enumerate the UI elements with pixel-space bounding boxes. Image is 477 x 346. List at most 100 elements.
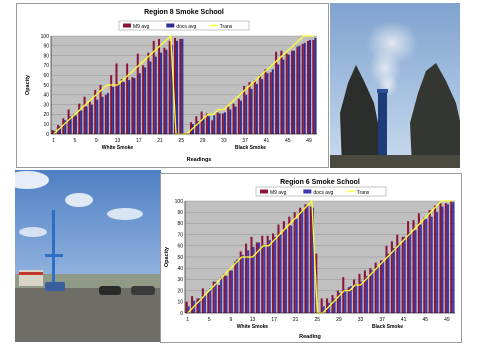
y-tick-label: 80 [177, 221, 183, 227]
bar-docs-avg [122, 82, 125, 134]
bar-m9-avg [259, 75, 262, 134]
bar-m9-avg [288, 216, 291, 313]
bar-docs-avg [392, 248, 395, 313]
bar-m9-avg [248, 82, 251, 134]
bar-docs-avg [425, 218, 428, 313]
bar-m9-avg [168, 40, 171, 134]
bar-docs-avg [203, 295, 206, 313]
bar-docs-avg [387, 253, 390, 313]
bar-m9-avg [179, 38, 182, 134]
bar-docs-avg [309, 39, 312, 134]
legend-label: docs avg [176, 24, 196, 30]
bar-docs-avg [128, 80, 131, 134]
bar-m9-avg [326, 298, 329, 313]
x-tick-label: 13 [115, 138, 121, 144]
bar-docs-avg [229, 109, 232, 134]
bar-m9-avg [243, 85, 246, 134]
bar-m9-avg [191, 296, 194, 313]
bar-docs-avg [290, 225, 293, 313]
bar-m9-avg [439, 203, 442, 313]
x-tick-label: 33 [221, 138, 227, 144]
bar-m9-avg [131, 77, 134, 134]
field-plume-photo [15, 170, 161, 342]
chart-title: Region 6 Smoke School [280, 179, 360, 186]
bar-m9-avg [227, 106, 230, 134]
bar-docs-avg [263, 244, 266, 313]
bar-m9-avg [423, 217, 426, 313]
chart-title: Region 8 Smoke School [144, 9, 224, 16]
bar-docs-avg [58, 126, 62, 134]
bar-docs-avg [403, 236, 406, 313]
bar-docs-avg [409, 232, 412, 313]
bar-docs-avg [176, 40, 179, 134]
bar-m9-avg [390, 241, 393, 313]
bar-m9-avg [369, 268, 372, 313]
group-label-white-smoke: White Smoke [237, 324, 269, 330]
bar-docs-avg [191, 124, 195, 134]
group-label-black-smoke: Black Smoke [235, 145, 266, 151]
bar-docs-avg [213, 115, 216, 134]
bar-m9-avg [51, 130, 54, 134]
bar-docs-avg [160, 52, 163, 134]
bar-docs-avg [241, 254, 244, 313]
x-tick-label: 21 [157, 138, 163, 144]
bar-m9-avg [296, 46, 299, 134]
bar-docs-avg [355, 283, 358, 313]
bar-docs-avg [338, 292, 341, 313]
bar-docs-avg [187, 306, 190, 313]
bar-docs-avg [85, 106, 88, 134]
bar-docs-avg [382, 260, 385, 313]
bar-m9-avg [380, 260, 383, 313]
bar-m9-avg [142, 65, 145, 134]
x-tick-label: 1 [52, 138, 55, 144]
bar-docs-avg [236, 259, 239, 313]
bar-docs-avg [133, 78, 136, 134]
legend-label: M9 avg [133, 24, 150, 30]
y-tick-label: 60 [43, 73, 49, 79]
bar-docs-avg [398, 243, 401, 313]
bar-m9-avg [434, 205, 437, 313]
x-tick-label: 29 [200, 138, 206, 144]
bar-docs-avg [287, 54, 290, 135]
bar-docs-avg [252, 246, 255, 313]
bar-m9-avg [342, 277, 345, 313]
bar-m9-avg [306, 40, 310, 134]
bar-docs-avg [207, 116, 210, 134]
bar-m9-avg [304, 204, 307, 313]
y-tick-label: 50 [43, 83, 49, 89]
bar-m9-avg [147, 52, 150, 134]
x-tick-label: 1 [186, 317, 189, 323]
bar-m9-avg [221, 113, 224, 134]
x-tick-label: 49 [444, 317, 450, 323]
bar-docs-avg [117, 83, 120, 134]
bar-docs-avg [322, 306, 325, 313]
x-axis-label: Reading [299, 334, 321, 340]
bar-m9-avg [232, 103, 235, 134]
chart-region6: Region 6 Smoke School M9 avg docs avg Trans… [164, 179, 455, 340]
bar-docs-avg [170, 44, 173, 134]
y-tick-label: 80 [43, 53, 49, 59]
x-tick-label: 45 [285, 138, 291, 144]
bar-docs-avg [430, 216, 433, 313]
x-tick-label: 25 [315, 317, 321, 323]
bar-m9-avg [358, 273, 361, 313]
legend: M9 avg docs avg Trans [118, 20, 250, 31]
bar-docs-avg [376, 265, 379, 313]
bar-m9-avg [205, 113, 208, 134]
bar-docs-avg [250, 88, 253, 134]
bar-docs-avg [277, 64, 280, 134]
bar-docs-avg [106, 92, 109, 134]
x-axis-label: Readings [187, 157, 212, 163]
bar-m9-avg [94, 89, 97, 134]
bar-m9-avg [120, 79, 123, 134]
x-tick-label: 9 [230, 317, 233, 323]
bar-m9-avg [212, 281, 215, 313]
bar-docs-avg [314, 37, 317, 134]
bar-docs-avg [209, 288, 212, 313]
legend-label: Trans [357, 190, 370, 196]
y-tick-label: 100 [41, 34, 50, 40]
bar-m9-avg [228, 270, 231, 313]
bar-docs-avg [69, 116, 72, 134]
bar-m9-avg [245, 243, 248, 313]
x-tick-label: 29 [336, 317, 342, 323]
